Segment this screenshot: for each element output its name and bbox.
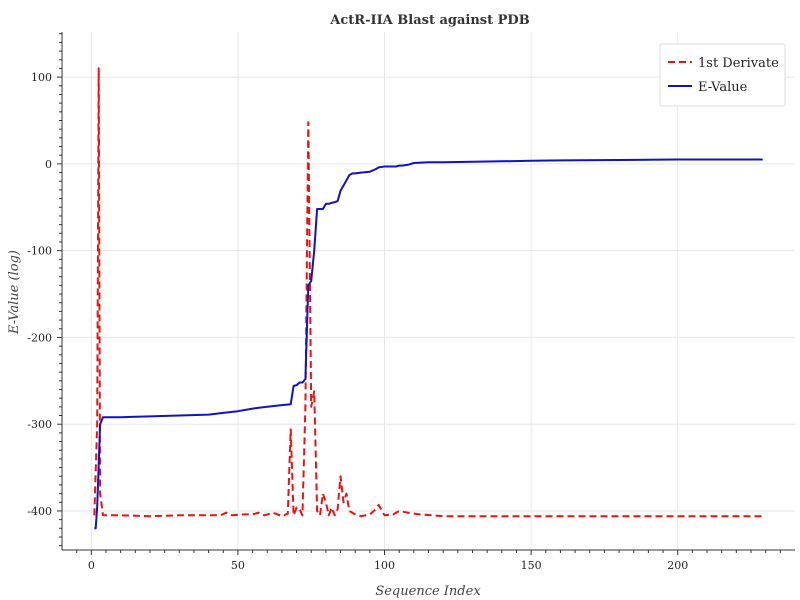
series-line-1st-derivate	[93, 67, 763, 518]
x-tick-label: 0	[88, 559, 95, 572]
axes	[57, 32, 795, 555]
series-line-e-value	[94, 158, 763, 530]
legend-entry: E-Value	[698, 80, 748, 95]
legend: 1st Derivate E-Value	[659, 43, 786, 107]
y-tick-label: 100	[31, 71, 52, 84]
legend-box	[659, 43, 786, 107]
x-tick-label: 100	[374, 559, 395, 572]
y-tick-label: -200	[27, 331, 52, 344]
legend-entry: 1st Derivate	[698, 56, 779, 71]
x-tick-label: 150	[521, 559, 542, 572]
plot-area	[93, 67, 763, 530]
y-axis-label: E-Value (log)	[7, 250, 22, 335]
y-tick-label: 0	[45, 158, 52, 171]
y-tick-label: -400	[27, 505, 52, 518]
y-tick-label: -100	[27, 245, 52, 258]
x-tick-label: 200	[667, 559, 688, 572]
chart-title: ActR-IIA Blast against PDB	[329, 13, 529, 28]
grid-lines	[62, 32, 795, 550]
x-axis-label: Sequence Index	[375, 584, 481, 599]
tick-labels: 0 50 100 150 200 -400 -300 -200 -100 0 100	[27, 71, 688, 572]
y-tick-label: -300	[27, 418, 52, 431]
x-tick-label: 50	[231, 559, 245, 572]
